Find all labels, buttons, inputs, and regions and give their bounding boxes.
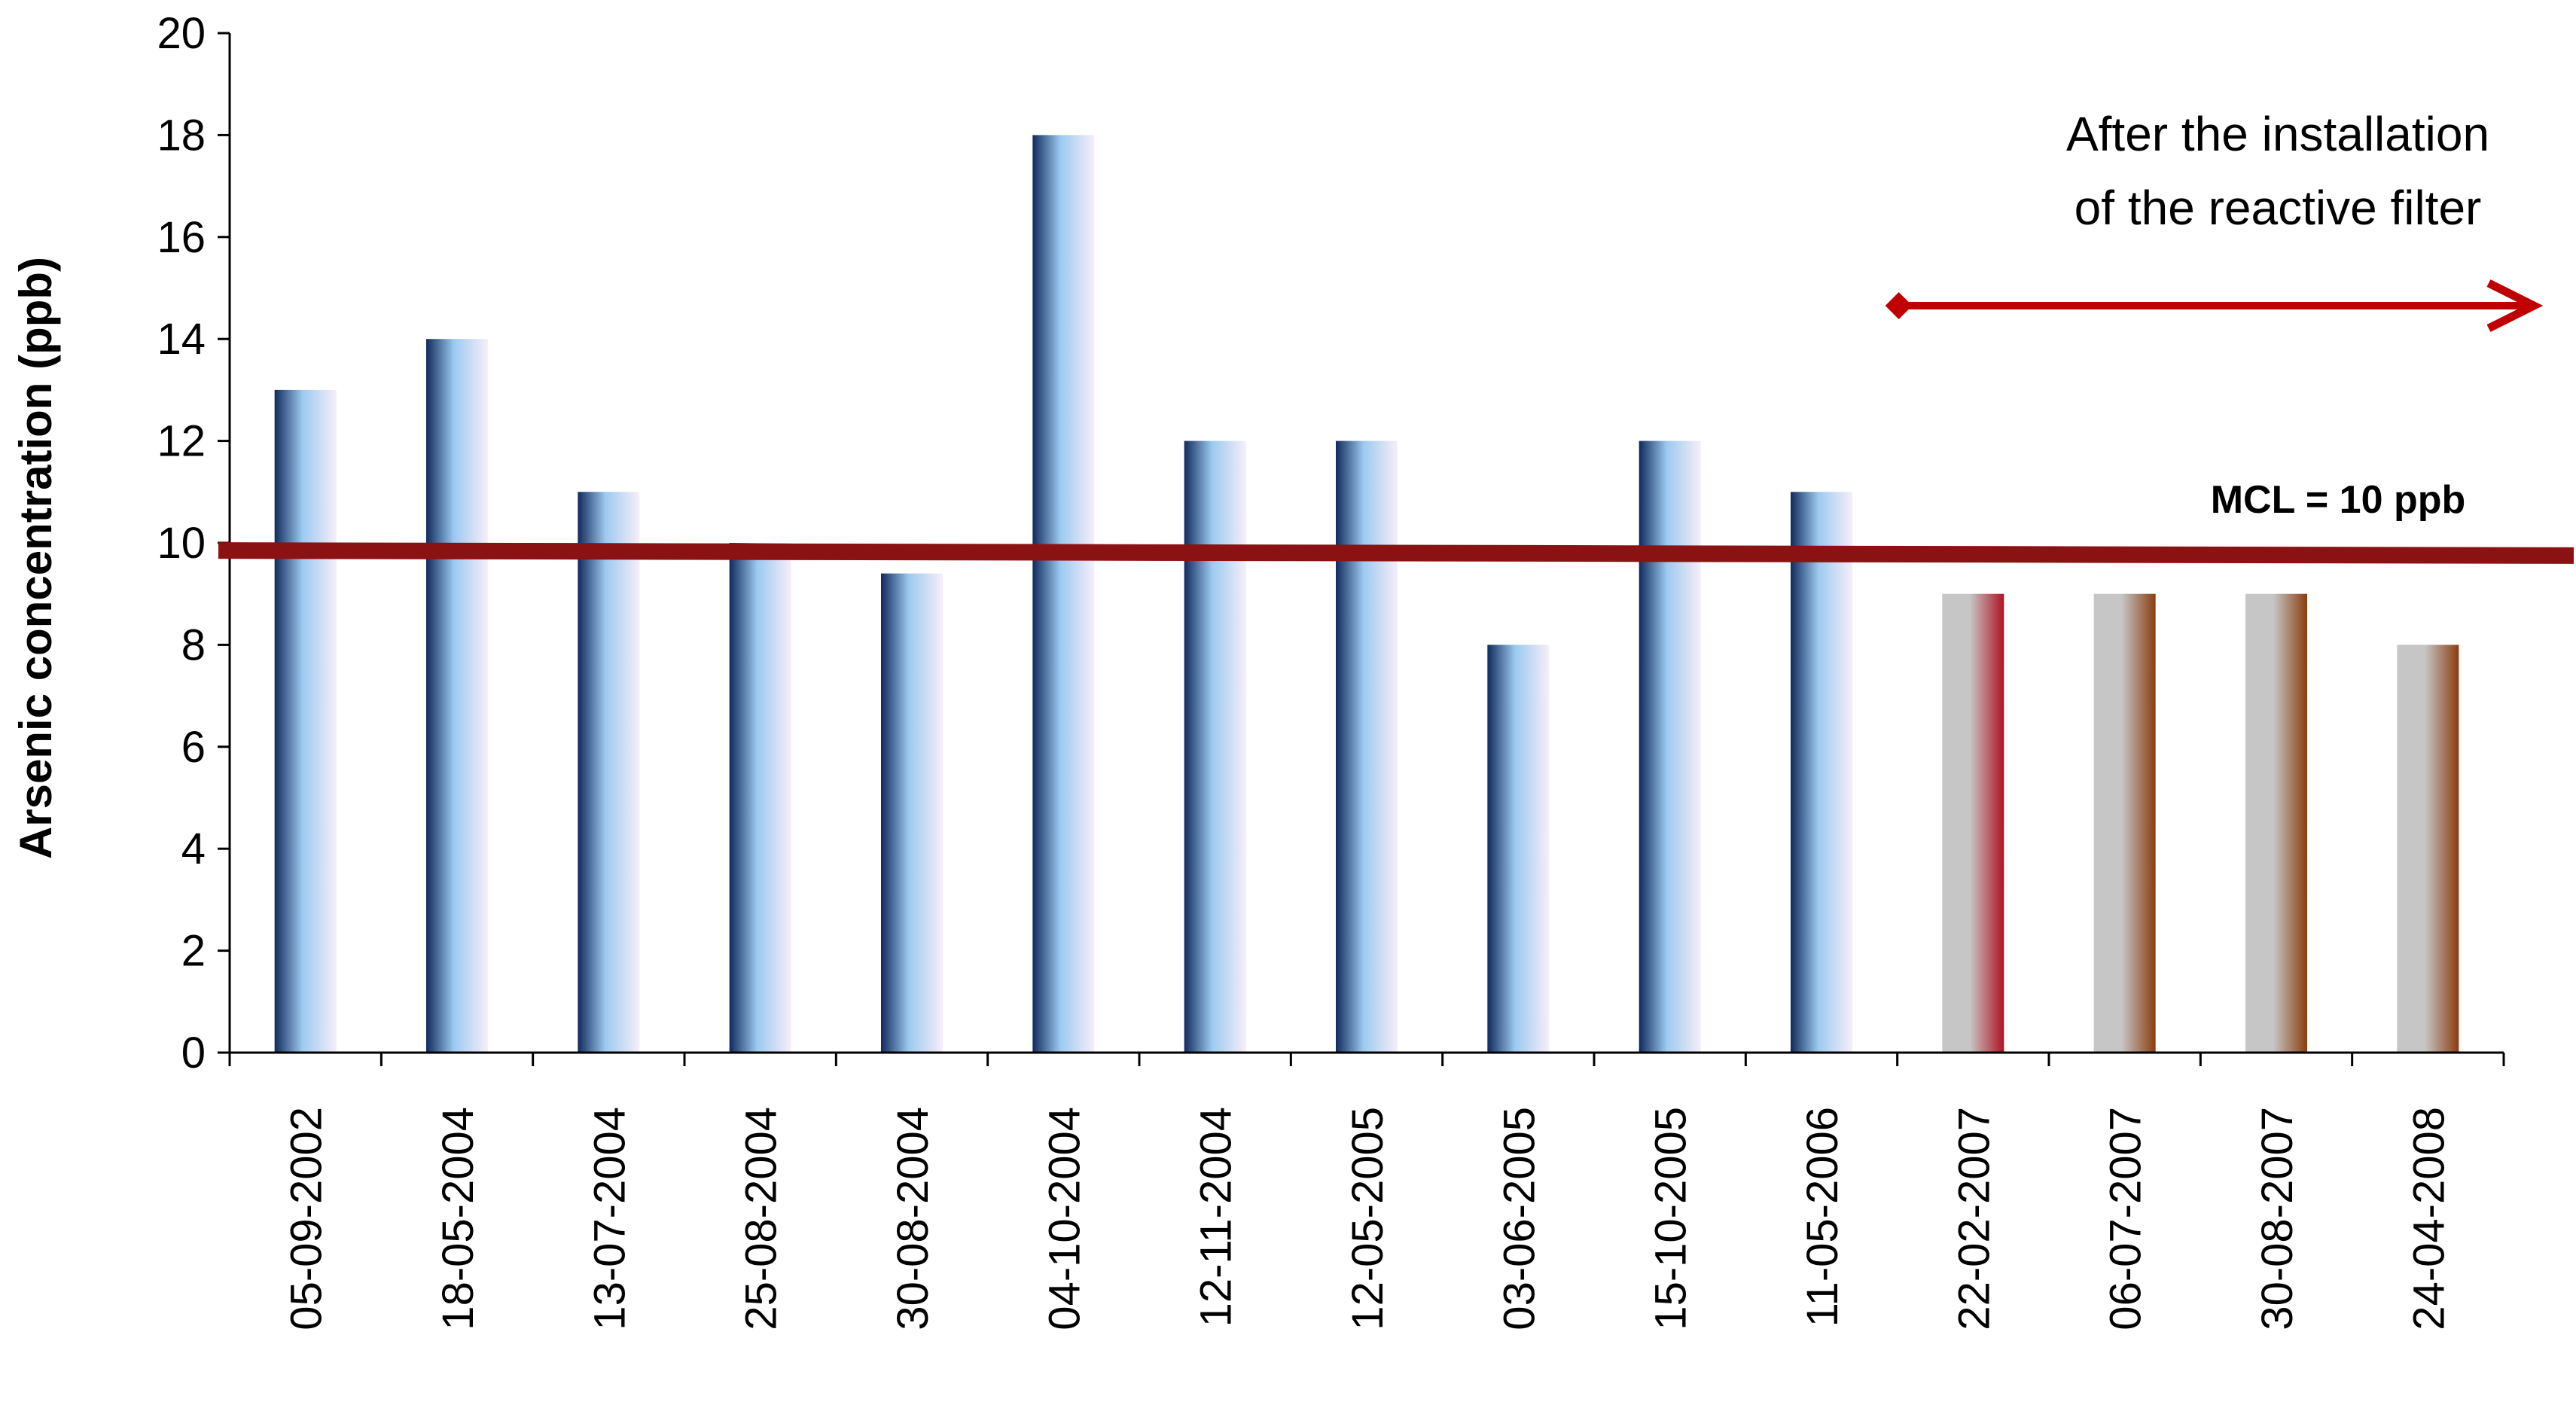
bar-30-08-2004 bbox=[881, 573, 943, 1053]
y-tick-label: 2 bbox=[181, 927, 206, 976]
reference-line-layer bbox=[218, 542, 2574, 564]
bar-25-08-2004 bbox=[729, 543, 791, 1053]
y-tick-label: 14 bbox=[157, 315, 206, 364]
x-tick-label: 30-08-2004 bbox=[889, 1107, 937, 1330]
y-tick-label: 4 bbox=[181, 824, 206, 873]
arrow-tail-diamond bbox=[1885, 292, 1913, 319]
y-axis-title: Arsenic concentration (ppb) bbox=[11, 257, 61, 859]
annotation-line: of the reactive filter bbox=[2075, 181, 2482, 235]
bar-03-06-2005 bbox=[1487, 645, 1550, 1053]
bar-12-11-2004 bbox=[1184, 440, 1246, 1053]
y-tick-label: 6 bbox=[181, 723, 206, 772]
y-tick-label: 18 bbox=[157, 111, 206, 160]
y-tick-label: 16 bbox=[157, 213, 206, 262]
bar-06-07-2007 bbox=[2093, 593, 2156, 1053]
x-tick-label: 22-02-2007 bbox=[1950, 1107, 1998, 1330]
x-tick-label: 12-05-2005 bbox=[1343, 1107, 1392, 1330]
x-tick-label: 25-08-2004 bbox=[737, 1107, 786, 1330]
x-tick-label: 18-05-2004 bbox=[434, 1107, 483, 1330]
bar-12-05-2005 bbox=[1336, 440, 1398, 1053]
y-tick-label: 0 bbox=[181, 1029, 206, 1077]
x-tick-label: 13-07-2004 bbox=[585, 1107, 634, 1330]
bar-15-10-2005 bbox=[1639, 440, 1701, 1053]
bar-18-05-2004 bbox=[426, 339, 488, 1053]
y-tick-label: 10 bbox=[157, 519, 206, 568]
bar-22-02-2007 bbox=[1942, 593, 2004, 1053]
x-tick-label: 05-09-2002 bbox=[282, 1107, 331, 1330]
arrow-head bbox=[2486, 279, 2544, 332]
x-tick-label: 15-10-2005 bbox=[1647, 1107, 1696, 1330]
bars-layer bbox=[274, 135, 2459, 1053]
mcl-label: MCL = 10 ppb bbox=[2211, 478, 2466, 522]
x-tick-label: 24-04-2008 bbox=[2404, 1107, 2453, 1330]
bar-05-09-2002 bbox=[274, 389, 337, 1053]
bar-24-04-2008 bbox=[2397, 645, 2459, 1053]
x-tick-label: 03-06-2005 bbox=[1495, 1107, 1544, 1330]
y-tick-label: 8 bbox=[181, 620, 206, 669]
bar-04-10-2004 bbox=[1032, 135, 1095, 1053]
bar-13-07-2004 bbox=[578, 492, 640, 1053]
labels-layer: 0 2 4 6 8 10 12 14 16 18 20 05-09-2002 18-05-2004 13-… bbox=[11, 9, 2465, 1330]
mcl-line bbox=[218, 542, 2574, 564]
x-tick-label: 04-10-2004 bbox=[1040, 1107, 1089, 1330]
annotation-layer: After the installation of the reactive fi… bbox=[1885, 107, 2544, 332]
bar-11-05-2006 bbox=[1791, 492, 1852, 1053]
x-tick-label: 12-11-2004 bbox=[1192, 1107, 1241, 1327]
y-tick-label: 20 bbox=[157, 9, 206, 58]
bar-30-08-2007 bbox=[2245, 593, 2307, 1053]
x-tick-label: 11-05-2006 bbox=[1798, 1107, 1847, 1327]
x-tick-label: 30-08-2007 bbox=[2253, 1107, 2302, 1330]
y-tick-label: 12 bbox=[157, 417, 206, 466]
x-tick-label: 06-07-2007 bbox=[2102, 1107, 2151, 1330]
annotation-line: After the installation bbox=[2066, 107, 2489, 161]
